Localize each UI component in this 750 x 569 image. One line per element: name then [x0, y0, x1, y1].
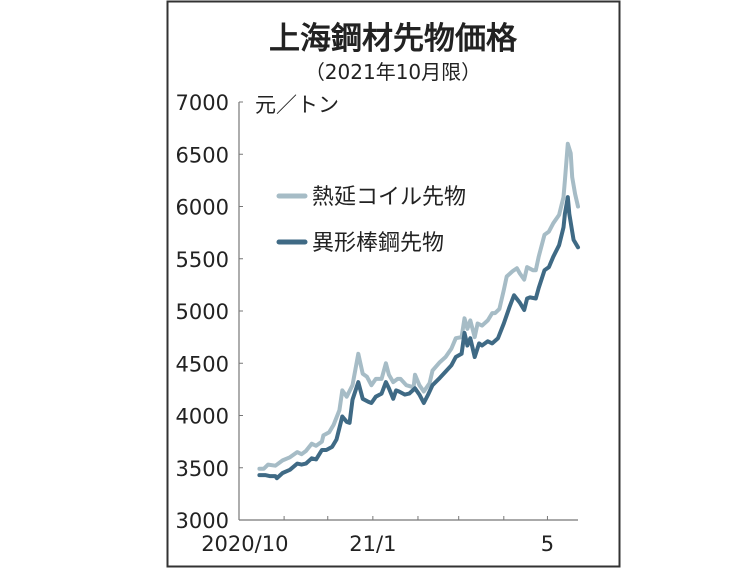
chart-title: 上海鋼材先物価格: [269, 21, 518, 57]
y-tick-label: 5000: [176, 300, 229, 324]
y-tick-label: 6000: [176, 196, 229, 220]
chart-frame: [166, 0, 621, 568]
x-tick-label: 5: [541, 532, 554, 556]
axes: 3000 3500 4000 4500 5000 5500 6000 6500 7000 2020…: [176, 91, 578, 556]
y-tick-label: 4500: [176, 352, 229, 376]
legend-label: 熱延コイル先物: [312, 185, 466, 210]
series-lines: [257, 141, 580, 481]
y-tick-label: 4000: [176, 405, 229, 429]
x-tick-label: 21/1: [349, 532, 396, 556]
y-tick-label: 3500: [176, 457, 229, 481]
y-tick-label: 5500: [176, 248, 229, 272]
x-tick-label: 2020/10: [201, 532, 288, 556]
series-line-hot-coil: [257, 141, 580, 471]
series-line-rebar: [257, 195, 580, 481]
legend-label: 異形棒鋼先物: [312, 231, 444, 256]
chart-subtitle: （2021年10月限）: [305, 60, 481, 84]
y-axis-unit-label: 元／トン: [255, 93, 339, 117]
y-tick-label: 3000: [176, 509, 229, 533]
y-tick-label: 7000: [176, 91, 229, 115]
y-tick-label: 6500: [176, 143, 229, 167]
